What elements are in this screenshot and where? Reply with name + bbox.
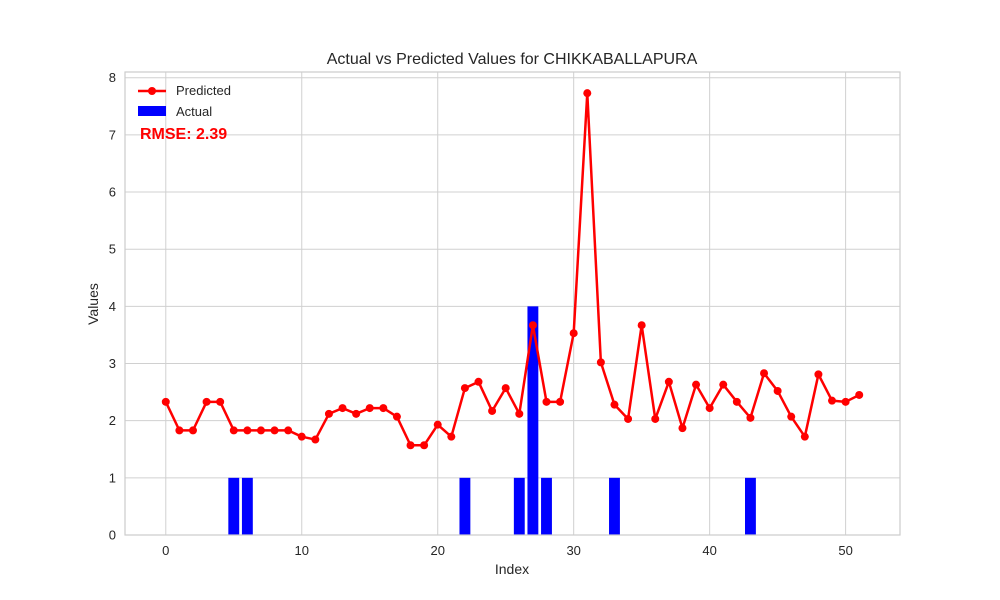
y-tick-label: 8 <box>109 70 116 85</box>
predicted-point <box>637 321 646 330</box>
predicted-point <box>270 426 279 435</box>
predicted-point <box>202 397 211 406</box>
predicted-point <box>624 414 633 423</box>
x-tick-label: 50 <box>838 543 852 558</box>
predicted-point <box>188 426 197 435</box>
chart-title: Actual vs Predicted Values for CHIKKABAL… <box>327 51 698 68</box>
plot-frame <box>124 71 901 536</box>
actual-bar <box>745 477 756 535</box>
y-tick-label: 0 <box>109 528 116 543</box>
predicted-point <box>406 441 415 450</box>
predicted-point <box>229 426 238 435</box>
x-axis-label: Index <box>495 561 529 577</box>
predicted-point <box>243 426 252 435</box>
predicted-point <box>352 409 361 418</box>
predicted-point <box>651 414 660 423</box>
x-tick-label: 10 <box>295 543 309 558</box>
predicted-point <box>216 397 225 406</box>
predicted-point <box>392 412 401 421</box>
predicted-point <box>556 397 565 406</box>
predicted-point <box>610 400 619 409</box>
predicted-point <box>474 377 483 386</box>
actual-bars <box>228 306 756 535</box>
y-tick-label: 3 <box>109 356 116 371</box>
x-tick-label: 30 <box>566 543 580 558</box>
y-tick-label: 7 <box>109 127 116 142</box>
actual-bar <box>527 306 539 535</box>
predicted-point <box>705 404 714 413</box>
grid <box>125 72 900 536</box>
predicted-point <box>787 412 796 421</box>
predicted-point <box>800 432 809 441</box>
predicted-point <box>324 409 333 418</box>
predicted-line-path <box>164 91 860 447</box>
predicted-point <box>692 380 701 389</box>
predicted-point <box>583 89 592 98</box>
actual-bar <box>241 477 253 535</box>
predicted-point <box>488 406 497 415</box>
predicted-point <box>828 396 837 405</box>
x-tick-label: 40 <box>702 543 716 558</box>
y-tick-label: 5 <box>109 242 116 257</box>
predicted-point <box>678 424 687 433</box>
predicted-point <box>855 390 864 399</box>
x-tick-label: 0 <box>162 543 169 558</box>
predicted-point <box>460 384 469 393</box>
predicted-point <box>732 397 741 406</box>
predicted-point <box>256 426 265 435</box>
predicted-point <box>814 370 823 379</box>
actual-bar <box>513 477 525 535</box>
predicted-point <box>664 377 673 386</box>
predicted-point <box>284 426 293 435</box>
x-tick-label: 20 <box>430 543 444 558</box>
y-tick-label: 1 <box>109 470 116 485</box>
predicted-point <box>297 432 306 441</box>
legend-predicted-marker <box>148 87 156 95</box>
actual-bar <box>459 477 471 535</box>
predicted-point <box>542 397 551 406</box>
legend-predicted-label: Predicted <box>176 83 231 98</box>
predicted-point <box>433 420 442 429</box>
predicted-point <box>447 432 456 441</box>
actual-bar <box>609 477 620 535</box>
actual-bar <box>228 477 240 535</box>
predicted-point <box>596 358 605 367</box>
predicted-point <box>379 404 388 413</box>
predicted-point <box>501 384 510 393</box>
predicted-point <box>311 435 320 444</box>
rmse-annotation: RMSE: 2.39 <box>140 126 227 143</box>
y-tick-labels: 0 1 2 3 4 5 6 7 8 <box>109 70 116 542</box>
y-tick-label: 6 <box>109 185 116 200</box>
predicted-point <box>841 397 850 406</box>
legend-actual-label: Actual <box>176 104 212 119</box>
legend-actual-swatch <box>138 106 166 116</box>
legend: Predicted Actual <box>138 83 231 119</box>
predicted-point <box>760 369 769 378</box>
predicted-point <box>420 441 429 450</box>
predicted-point <box>719 380 728 389</box>
predicted-point <box>773 386 782 395</box>
predicted-point <box>161 397 170 406</box>
predicted-point <box>175 426 184 435</box>
predicted-line <box>161 89 864 450</box>
actual-bar <box>541 477 552 535</box>
y-axis-label: Values <box>85 283 101 325</box>
predicted-point <box>365 404 374 413</box>
y-tick-label: 2 <box>109 413 116 428</box>
y-tick-label: 4 <box>109 299 116 314</box>
predicted-point <box>515 409 524 418</box>
predicted-point <box>338 404 347 413</box>
x-tick-labels: 0 10 20 30 40 50 <box>162 543 853 558</box>
predicted-point <box>746 413 755 422</box>
predicted-point <box>569 329 578 338</box>
predicted-point <box>528 321 537 330</box>
